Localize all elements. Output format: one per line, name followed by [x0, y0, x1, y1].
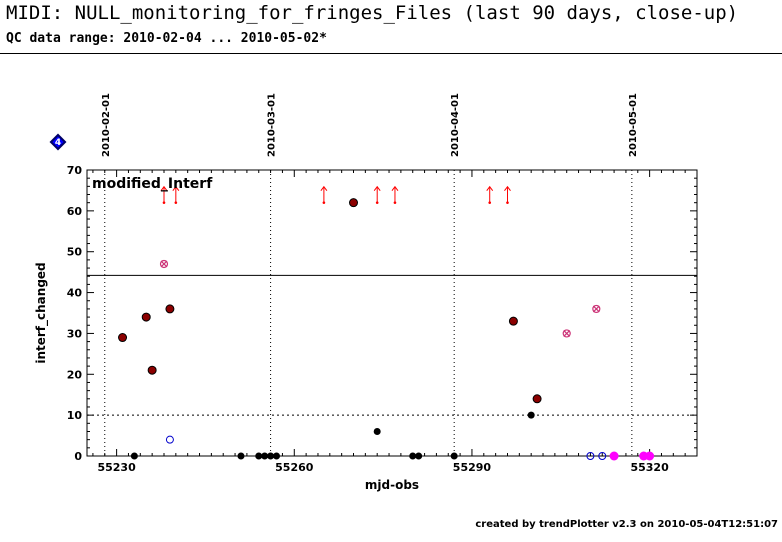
y-tick-label: 70 — [67, 164, 83, 177]
outlier-arrow-head — [172, 185, 180, 191]
outlier-arrow-base — [375, 201, 379, 204]
data-point-black — [409, 452, 417, 460]
y-axis-label: interf_changed — [34, 262, 49, 363]
outlier-arrow-base — [162, 201, 166, 204]
x-tick-label: 55260 — [275, 461, 314, 474]
data-point-black — [273, 452, 281, 460]
data-point-black — [527, 411, 535, 419]
data-point-darkred — [165, 304, 175, 314]
outlier-arrow-head — [160, 185, 168, 191]
data-point-darkred — [508, 316, 518, 326]
outlier-arrow-base — [174, 201, 178, 204]
data-point-darkred — [147, 365, 157, 375]
data-point-magenta — [609, 451, 619, 461]
data-point-black — [261, 452, 269, 460]
data-point-pink — [592, 304, 601, 314]
data-point-pink — [159, 259, 169, 269]
data-point-blue — [586, 452, 595, 460]
date-label: 2010-05-01 — [628, 93, 639, 157]
page-title: MIDI: NULL_monitoring_for_fringes_Files … — [6, 2, 739, 24]
outlier-arrow-base — [488, 201, 492, 204]
qc-data-range: QC data range: 2010-02-04 ... 2010-05-02… — [6, 31, 327, 46]
data-point-pink-ring — [562, 329, 571, 338]
outlier-arrow — [320, 185, 328, 204]
outlier-arrow-head — [320, 185, 328, 191]
badge-count: 4 — [55, 138, 61, 148]
data-point-black — [450, 452, 458, 460]
data-point-pink-cross — [160, 260, 168, 268]
outlier-arrow — [504, 185, 511, 204]
y-tick-label: 10 — [67, 409, 83, 422]
data-point-pink — [562, 329, 571, 338]
plot-frame — [86, 169, 698, 457]
data-point-darkred — [349, 198, 359, 208]
data-point-black — [255, 452, 263, 460]
date-label: 2010-04-01 — [450, 93, 461, 157]
data-point-black — [130, 452, 138, 460]
date-label: 2010-03-01 — [267, 93, 278, 157]
outlier-arrow — [486, 185, 494, 204]
y-tick-label: 60 — [67, 205, 83, 218]
data-point-blue — [165, 435, 174, 444]
data-point-pink-cross — [592, 305, 600, 313]
outlier-arrow-base — [393, 201, 397, 204]
y-tick-label: 0 — [74, 450, 82, 463]
data-point-blue — [598, 452, 607, 460]
outlier-arrow — [172, 185, 180, 204]
header-divider — [0, 53, 782, 54]
x-tick-label: 55320 — [630, 461, 669, 474]
outlier-arrow — [391, 185, 399, 204]
outlier-arrow — [373, 185, 381, 204]
data-point-darkred — [118, 333, 128, 343]
outlier-arrow-head — [504, 185, 511, 191]
data-point-black — [237, 452, 245, 460]
outlier-arrow-head — [391, 185, 399, 191]
outlier-arrow-head — [373, 185, 381, 191]
data-point-pink-ring — [592, 304, 601, 314]
footer-credit: created by trendPlotter v2.3 on 2010-05-… — [475, 519, 778, 530]
y-tick-label: 30 — [67, 327, 83, 340]
chart-title: modified_Interf — [92, 176, 213, 192]
data-point-darkred — [141, 312, 151, 322]
data-point-black — [373, 427, 381, 435]
x-tick-label: 55290 — [453, 461, 492, 474]
x-tick-label: 55230 — [97, 461, 136, 474]
data-point-darkred — [532, 394, 542, 404]
y-tick-label: 50 — [67, 246, 83, 259]
outlier-arrow — [160, 185, 168, 204]
date-label: 2010-02-01 — [101, 93, 112, 157]
y-tick-label: 40 — [67, 287, 83, 300]
x-axis-label: mjd-obs — [365, 478, 419, 492]
outlier-arrow-base — [322, 201, 326, 204]
data-point-pink-ring — [159, 259, 169, 269]
outlier-arrow-head — [486, 185, 494, 191]
diamond-icon: 4 — [49, 133, 67, 151]
data-point-black — [267, 452, 275, 460]
outlier-arrow-base — [506, 201, 509, 204]
data-point-black — [415, 452, 423, 460]
data-point-pink-cross — [563, 330, 571, 337]
data-point-magenta — [645, 451, 655, 461]
y-tick-label: 20 — [67, 368, 83, 381]
